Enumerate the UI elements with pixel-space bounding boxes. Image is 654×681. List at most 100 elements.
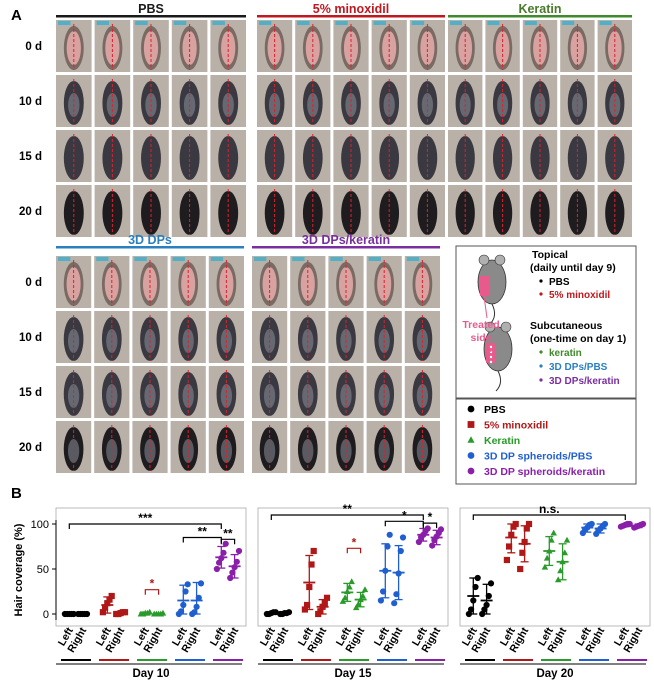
shaved-skin (382, 31, 397, 65)
mouse-photo (171, 75, 208, 127)
data-point (301, 606, 308, 613)
shaved-skin (143, 31, 159, 65)
photo-tag (134, 257, 147, 261)
photo-tag (411, 21, 425, 25)
series-5-minoxidil-left (99, 592, 115, 616)
data-point (525, 520, 533, 528)
subq-item: 3D DPs/keratin (549, 376, 620, 387)
mouse-photo (94, 130, 131, 182)
mouse-photo (371, 20, 407, 72)
series-pbs-left (465, 574, 481, 618)
shaved-skin (262, 267, 277, 301)
series-pbs-left (61, 610, 77, 618)
mouse-photo (290, 366, 326, 418)
group-title: Keratin (518, 2, 561, 16)
mouse-photo (132, 256, 168, 308)
shaved-skin (142, 267, 158, 301)
mouse-photo (208, 421, 244, 473)
series-keratin-left (541, 529, 557, 570)
data-point (102, 604, 109, 611)
series-pbs-right (479, 580, 495, 618)
series-3d-dp-spheroids-keratin-right (429, 526, 445, 549)
mouse-photo (295, 130, 331, 182)
data-point (506, 543, 513, 550)
mouse-ear-icon (500, 321, 512, 333)
photo-tag (335, 21, 348, 25)
data-point (361, 586, 369, 593)
legend-marker (467, 405, 475, 413)
mouse-photo (252, 311, 288, 363)
mouse-photo (560, 185, 595, 237)
mouse-ear-icon (484, 321, 496, 333)
data-point (227, 574, 234, 582)
mouse-photo (170, 421, 206, 473)
mouse-photo (171, 130, 208, 182)
data-point (601, 520, 609, 528)
mouse-photo (133, 75, 169, 127)
series-3d-dp-spheroids-pbs-left (377, 531, 393, 604)
shaved-skin (105, 31, 120, 65)
legend-label: 3D DP spheroids/PBS (484, 451, 592, 463)
photo-tag (210, 257, 224, 261)
significance-label: ** (343, 502, 353, 516)
mouse-photo (597, 185, 632, 237)
mouse-body (530, 191, 550, 235)
panel-title: Day 20 (536, 668, 573, 680)
mouse-photo (171, 20, 208, 72)
mouse-photo (371, 75, 407, 127)
bracket-line (182, 536, 222, 543)
legend-label: Keratin (484, 435, 520, 447)
series-pbs-right (277, 609, 293, 618)
mouse-photo (132, 366, 168, 418)
series-keratin-left (137, 608, 153, 617)
mouse-photo (485, 185, 520, 237)
data-point (563, 536, 571, 543)
mouse-photo (295, 185, 331, 237)
photo-tag (562, 21, 575, 25)
mouse-body (341, 191, 361, 235)
data-point (323, 594, 331, 601)
subq-title: Subcutaneous (530, 320, 603, 332)
photo-tag (173, 21, 187, 25)
shaved-skin (420, 31, 435, 65)
mouse-photo (485, 20, 520, 72)
mouse-photo (597, 75, 632, 127)
legend-marker (467, 436, 475, 443)
data-point (229, 569, 236, 576)
significance-bracket: *** (68, 511, 222, 529)
topical-bullet (539, 292, 543, 296)
mouse-photo (208, 256, 244, 308)
shaved-skin (415, 267, 430, 301)
significance-label: *** (138, 511, 152, 525)
group-title: 5% minoxidil (313, 2, 389, 16)
data-point (474, 574, 481, 582)
data-point (424, 525, 431, 532)
mouse-photo (94, 256, 130, 308)
mouse-photo (170, 256, 206, 308)
mouse-body (417, 191, 438, 235)
series-3d-dp-spheroids-pbs-left (579, 520, 595, 537)
plot-frame (459, 507, 651, 627)
shaved-skin (305, 31, 320, 65)
mouse-photo (257, 20, 293, 72)
series-keratin-right (554, 536, 571, 583)
panel-a-label: A (11, 7, 22, 24)
mouse-body (341, 136, 361, 180)
injection-dot-icon (489, 360, 493, 364)
mouse-body (179, 191, 200, 235)
day-label: 15 d (19, 151, 42, 163)
data-point (399, 534, 407, 541)
legend-border (455, 398, 637, 485)
data-point (178, 608, 185, 615)
mouse-photo (366, 421, 402, 473)
y-axis-label: Hair coverage (%) (13, 523, 25, 616)
shaved-skin (66, 31, 81, 65)
significance-bracket: * (144, 577, 160, 595)
mouse-photo (290, 311, 326, 363)
data-point (235, 547, 243, 555)
mouse-photo (56, 185, 92, 237)
shaved-skin (300, 267, 315, 301)
treated-arrow (486, 342, 492, 353)
y-tick-label: 50 (37, 564, 49, 576)
photo-tag (524, 21, 537, 25)
